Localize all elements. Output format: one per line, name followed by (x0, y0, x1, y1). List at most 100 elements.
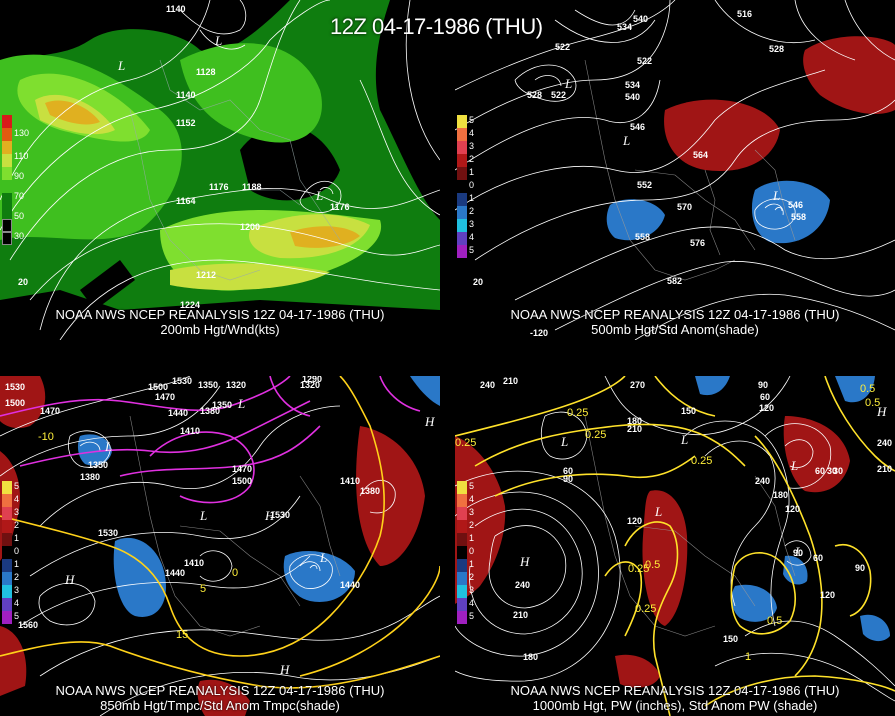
height-label: 1320 (300, 380, 320, 390)
pw-label: 0.5 (860, 383, 875, 395)
legend-label: 70 (14, 191, 25, 201)
height-label: 180 (627, 416, 642, 426)
center-label: H (519, 554, 530, 569)
map-200mb: 1140 1128 1140 1152 1164 1176 1188 1176 … (0, 0, 440, 340)
wind-legend: 130 110 90 70 50 30 (2, 115, 36, 245)
legend-label: 0 (469, 180, 475, 190)
legend-label: 1 (469, 167, 475, 177)
legend-label: 3 (14, 585, 20, 595)
anomaly-legend: 5 4 3 2 1 0 1 2 3 4 5 (2, 481, 36, 624)
height-label: 1380 (360, 486, 380, 496)
height-label: 60 (563, 466, 573, 476)
legend-label: 5 (469, 115, 475, 125)
legend-label: 0 (14, 546, 20, 556)
temp-label: 15 (176, 629, 188, 641)
legend-label: 4 (14, 494, 20, 504)
caption-source: NOAA NWS NCEP REANALYSIS 12Z 04-17-1986 … (510, 683, 840, 698)
height-label: 1530 (172, 376, 192, 386)
height-label: 564 (693, 150, 708, 160)
legend-label: 2 (14, 520, 20, 530)
height-label: 90 (793, 548, 803, 558)
caption-source: NOAA NWS NCEP REANALYSIS 12Z 04-17-1986 … (55, 683, 385, 698)
height-label: 120 (785, 504, 800, 514)
legend-label: 3 (469, 141, 475, 151)
height-label: 1440 (168, 408, 188, 418)
height-label: 1212 (196, 270, 216, 280)
legend-label: 5 (469, 611, 475, 621)
legend-label: 2 (14, 572, 20, 582)
height-label: 210 (627, 424, 642, 434)
legend-label: 2 (469, 520, 475, 530)
center-label: H (264, 508, 275, 523)
height-label: 1380 (200, 406, 220, 416)
center-label: L (564, 76, 572, 91)
height-label: 1470 (155, 392, 175, 402)
height-label: 1200 (240, 222, 260, 232)
height-label: 150 (681, 406, 696, 416)
height-label: 90 (758, 380, 768, 390)
height-label: 90 (563, 474, 573, 484)
center-label: H (876, 404, 887, 419)
height-label: 1410 (340, 476, 360, 486)
height-label: 1224 (180, 300, 200, 310)
legend-label: 5 (14, 611, 20, 621)
legend-label: 3 (14, 507, 20, 517)
legend-label: 4 (469, 232, 475, 242)
center-label: L (237, 396, 245, 411)
height-label: 558 (635, 232, 650, 242)
pw-label: 0.25 (628, 563, 649, 575)
legend-label: 50 (14, 211, 25, 221)
height-label: 60 (760, 392, 770, 402)
caption-source: NOAA NWS NCEP REANALYSIS 12Z 04-17-1986 … (510, 307, 840, 322)
map-500mb: 540 534 516 522 528 522 522 528 534 540 … (455, 0, 895, 340)
height-label: -120 (530, 328, 548, 338)
panel-200mb: 1140 1128 1140 1152 1164 1176 1188 1176 … (0, 0, 440, 340)
height-label: 516 (737, 9, 752, 19)
pw-label: 1 (745, 651, 751, 663)
panel-500mb: 540 534 516 522 528 522 522 528 534 540 … (455, 0, 895, 340)
height-label: 240 (877, 438, 892, 448)
center-label: L (790, 458, 798, 473)
pw-label: 0.5 (767, 615, 782, 627)
pw-label: 0.5 (645, 559, 660, 571)
height-label: 240 (515, 580, 530, 590)
height-label: 570 (677, 202, 692, 212)
height-label: 1320 (226, 380, 246, 390)
height-label: 1350 (88, 460, 108, 470)
height-label: 522 (637, 56, 652, 66)
height-label: 30 (833, 466, 843, 476)
legend-label: 2 (469, 154, 475, 164)
height-label: 150 (723, 634, 738, 644)
height-label: 546 (788, 200, 803, 210)
height-label: 576 (690, 238, 705, 248)
height-label: 1350 (212, 400, 232, 410)
caption-field: 200mb Hgt/Wnd(kts) (160, 322, 280, 337)
height-label: 558 (791, 212, 806, 222)
center-label: L (680, 432, 688, 447)
legend-label: 1 (469, 193, 475, 203)
height-label: 1164 (176, 196, 196, 206)
map-850mb: 1530 1500 1470 1530 1500 1470 1440 1410 … (0, 376, 440, 716)
legend-label: 4 (469, 128, 475, 138)
height-label: 1440 (340, 580, 360, 590)
height-label: 60 (813, 553, 823, 563)
height-label: 1500 (148, 382, 168, 392)
center-label: L (319, 550, 327, 565)
height-label: 210 (503, 376, 518, 386)
height-label: 1128 (196, 67, 216, 77)
caption-field: 500mb Hgt/Std Anom(shade) (591, 322, 759, 337)
height-label: 1410 (184, 558, 204, 568)
caption-field: 1000mb Hgt, PW (inches), Std Anom PW (sh… (532, 698, 818, 713)
height-label: 240 (755, 476, 770, 486)
height-label: 1440 (165, 568, 185, 578)
temp-label: -10 (38, 431, 54, 443)
height-label: 180 (773, 490, 788, 500)
center-label: H (279, 662, 290, 677)
height-label: 1500 (5, 398, 25, 408)
legend-label: 0 (469, 546, 475, 556)
height-label: 20 (18, 277, 28, 287)
height-label: 180 (523, 652, 538, 662)
legend-label: 2 (469, 572, 475, 582)
center-label: L (104, 439, 112, 454)
height-label: 1176 (209, 182, 229, 192)
